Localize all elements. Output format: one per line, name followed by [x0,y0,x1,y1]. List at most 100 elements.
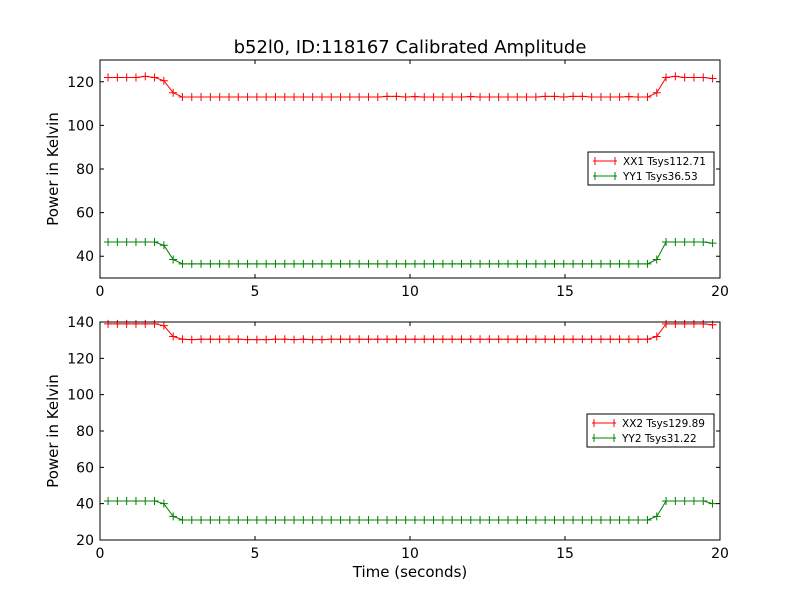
data-point-marker [513,516,522,525]
data-point-marker [624,92,633,101]
data-point-marker [559,516,568,525]
data-point-marker [197,259,206,268]
x-tick-label: 0 [96,546,105,562]
data-point-marker [652,512,661,521]
data-point-marker [383,259,392,268]
data-point-marker [466,516,475,525]
y-tick-label: 120 [67,75,94,91]
data-point-marker [429,259,438,268]
data-point-marker [634,516,643,525]
data-point-marker [503,93,512,102]
data-point-marker [652,255,661,264]
data-point-marker [373,93,382,102]
data-point-marker [131,319,140,328]
data-point-marker [364,259,373,268]
data-point-marker [355,335,364,344]
x-tick-label: 5 [251,284,260,300]
legend-label: XX2 Tsys129.89 [622,418,705,430]
data-point-marker [476,516,485,525]
data-point-marker [373,516,382,525]
data-point-marker [513,259,522,268]
data-point-marker [299,259,308,268]
data-point-marker [699,73,708,82]
data-point-marker [150,319,159,328]
data-point-marker [401,335,410,344]
data-point-marker [634,259,643,268]
data-point-marker [662,319,671,328]
data-point-marker [513,335,522,344]
data-point-marker [476,93,485,102]
data-point-marker [290,93,299,102]
data-point-marker [206,259,215,268]
data-point-marker [234,516,243,525]
data-point-marker [522,516,531,525]
data-point-marker [522,335,531,344]
data-point-marker [224,259,233,268]
data-point-marker [215,259,224,268]
data-point-marker [113,496,122,505]
data-point-marker [662,496,671,505]
data-point-marker [615,93,624,102]
data-point-marker [689,496,698,505]
data-point-marker [169,332,178,341]
data-point-marker [122,73,131,82]
y-axis-label: Power in Kelvin [44,374,62,488]
y-tick-label: 40 [76,497,94,513]
data-point-marker [457,93,466,102]
data-point-marker [122,319,131,328]
data-point-marker [364,93,373,102]
data-point-marker [141,238,150,247]
data-point-marker [243,516,252,525]
data-point-marker [243,93,252,102]
data-point-marker [234,259,243,268]
data-point-marker [355,259,364,268]
data-point-marker [234,93,243,102]
data-point-marker [522,259,531,268]
data-point-marker [689,319,698,328]
y-tick-label: 80 [76,424,94,440]
legend-label: YY1 Tsys36.53 [622,171,698,183]
data-point-marker [410,335,419,344]
data-point-marker [336,259,345,268]
legend-label: YY2 Tsys31.22 [621,433,697,445]
data-point-marker [243,335,252,344]
data-point-marker [531,335,540,344]
y-tick-label: 120 [67,351,94,367]
data-point-marker [141,319,150,328]
data-point-marker [224,93,233,102]
data-point-marker [252,259,261,268]
data-point-marker [141,72,150,81]
data-point-marker [457,259,466,268]
data-point-marker [271,259,280,268]
data-point-marker [206,516,215,525]
data-point-marker [420,259,429,268]
data-point-marker [113,238,122,247]
bottom-axes: 0 5 10 15 20 20 40 60 80 100 120 140 Power in Kelvin… [44,315,729,581]
data-point-marker [206,335,215,344]
data-point-marker [569,335,578,344]
data-point-marker [569,92,578,101]
data-point-marker [606,259,615,268]
data-point-marker [550,259,559,268]
data-point-marker [299,93,308,102]
data-point-marker [541,516,550,525]
data-point-marker [262,93,271,102]
data-point-marker [224,516,233,525]
data-point-marker [159,499,168,508]
data-point-marker [596,335,605,344]
data-point-marker [271,335,280,344]
data-point-marker [606,335,615,344]
data-point-marker [541,259,550,268]
legend-swatch [593,157,617,165]
data-point-marker [215,335,224,344]
data-point-marker [252,93,261,102]
data-point-marker [448,259,457,268]
data-point-marker [438,259,447,268]
data-point-marker [187,335,196,344]
data-point-marker [234,335,243,344]
data-point-marker [410,259,419,268]
data-point-marker [466,259,475,268]
legend-swatch [592,434,616,442]
data-point-marker [680,319,689,328]
data-point-marker [317,259,326,268]
